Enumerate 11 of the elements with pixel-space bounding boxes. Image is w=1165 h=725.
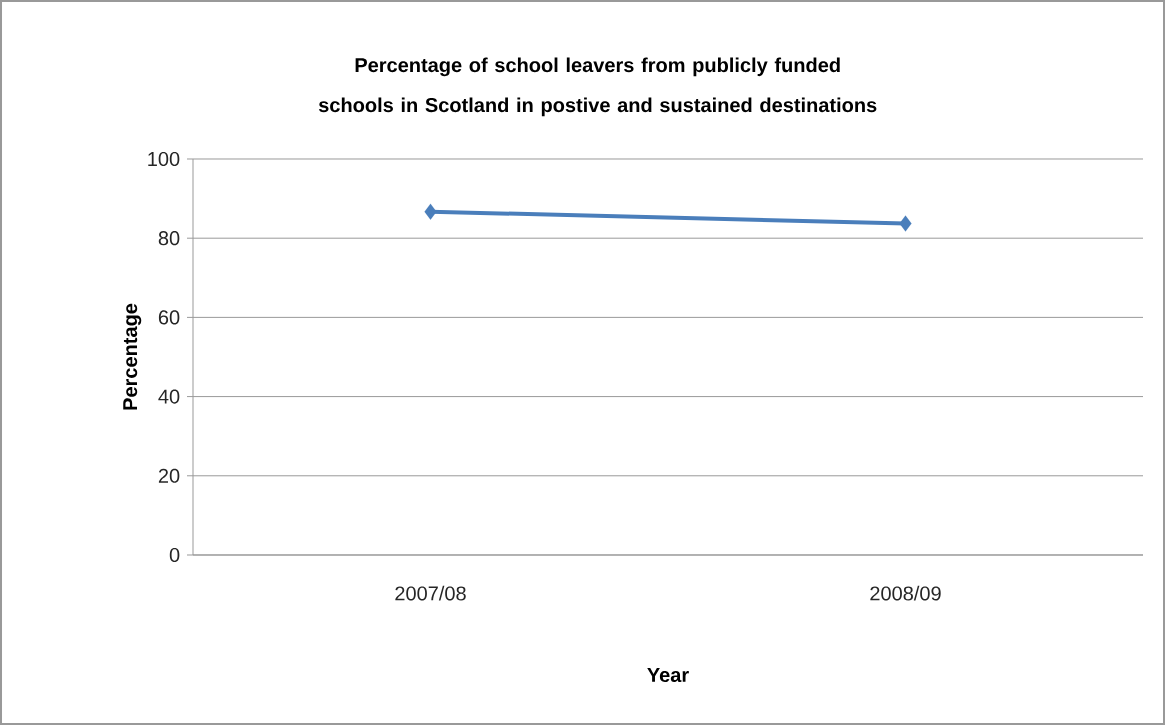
x-tick-label: 2007/08 (395, 585, 466, 601)
y-tick-label: 20 (158, 468, 180, 483)
y-tick-label: 60 (158, 310, 180, 325)
y-tick-label: 0 (169, 547, 180, 563)
x-axis-title: Year (647, 668, 689, 683)
chart-title: Percentage of school leavers from publicly funded schools in Scotland in postive and sustained destinations (318, 57, 877, 117)
y-axis-title: Percentage (123, 303, 142, 410)
x-tick-label: 2008/09 (870, 585, 941, 601)
y-tick-label: 100 (148, 151, 180, 167)
y-tick-label: 40 (158, 389, 180, 404)
y-tick-label: 80 (158, 231, 180, 246)
